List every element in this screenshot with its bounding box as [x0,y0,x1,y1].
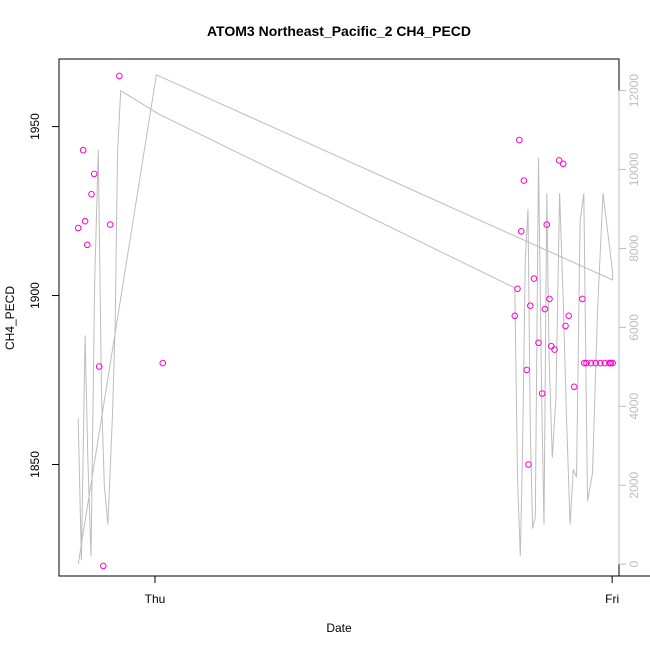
data-point [159,359,167,367]
data-point [74,224,82,232]
x-axis-label: Date [326,621,352,635]
y-tick-label: 1900 [28,282,42,309]
data-point [607,359,615,367]
data-point [565,312,573,320]
data-point [511,312,519,320]
data-point [538,390,546,397]
data-point [514,285,521,293]
data-point [587,359,595,367]
y2-tick-label: 12000 [627,74,641,108]
data-point [88,190,95,198]
data-point [79,146,87,154]
data-point [592,359,600,367]
x-tick-label: Thu [145,592,166,606]
data-point [100,562,107,570]
y-axis-left: 1850 1900 1950 [28,113,60,478]
data-point [525,461,532,468]
y2-tick-label: 6000 [627,314,641,341]
series-line [77,74,614,565]
data-point [84,241,91,249]
data-point [543,221,551,228]
x-tick-label: Fri [605,592,619,606]
data-point [570,383,578,391]
y-tick-label: 1850 [28,451,42,478]
chart-title: ATOM3 Northeast_Pacific_2 CH4_PECD [207,23,471,39]
data-point [562,322,569,330]
y2-tick-label: 10000 [627,152,641,186]
data-point [116,72,123,80]
y-axis-right: 0 2000 4000 6000 8000 10000 12000 [618,74,641,568]
series-line-group [77,74,614,565]
data-point [530,275,538,282]
data-point [81,217,89,225]
y-axis-label: CH4_PECD [3,286,17,350]
data-point [597,359,604,367]
data-point [609,359,616,367]
data-point [581,359,588,367]
data-point [546,295,553,303]
data-point [583,359,590,367]
data-point [535,339,542,347]
data-point [527,302,534,310]
y2-tick-label: 8000 [627,235,641,262]
data-point [541,305,549,313]
data-point [95,363,103,370]
y2-tick-label: 4000 [627,393,641,420]
y2-tick-label: 2000 [627,472,641,499]
y-tick-label: 1950 [28,113,42,140]
x-axis: ThuFriSat [145,575,650,606]
data-point [90,170,98,178]
data-point [523,366,531,374]
data-point [555,157,563,164]
data-point [517,228,525,235]
data-point [520,177,528,184]
data-point [551,346,558,353]
data-point [516,136,523,144]
series-points-group [74,72,616,570]
data-point [579,295,586,303]
y2-tick-label: 0 [627,561,641,568]
data-point [106,221,114,228]
data-point [559,160,567,168]
